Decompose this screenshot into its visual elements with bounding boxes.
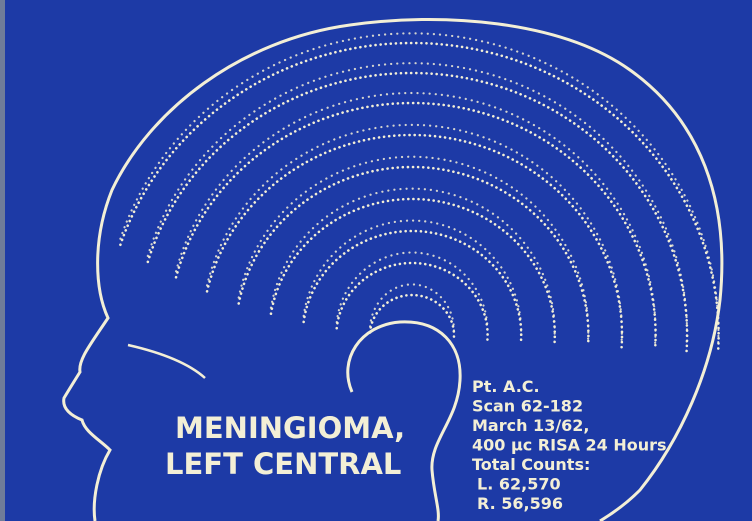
info-line: Scan 62-182 (472, 397, 583, 416)
info-line: Pt. A.C. (472, 377, 540, 396)
title-line: MENINGIOMA, (175, 411, 405, 445)
info-line: Total Counts: (472, 455, 590, 474)
title-line: LEFT CENTRAL (165, 447, 401, 481)
slide: MENINGIOMA, LEFT CENTRAL Pt. A.C.Scan 62… (0, 0, 752, 521)
info-line: L. 62,570 (477, 475, 561, 494)
info-line: March 13/62, (472, 416, 590, 435)
info-line: R. 56,596 (477, 494, 563, 513)
info-line: 400 µc RISA 24 Hours (472, 436, 667, 455)
photo-edge (0, 0, 5, 521)
page: MENINGIOMA, LEFT CENTRAL Pt. A.C.Scan 62… (0, 0, 752, 521)
